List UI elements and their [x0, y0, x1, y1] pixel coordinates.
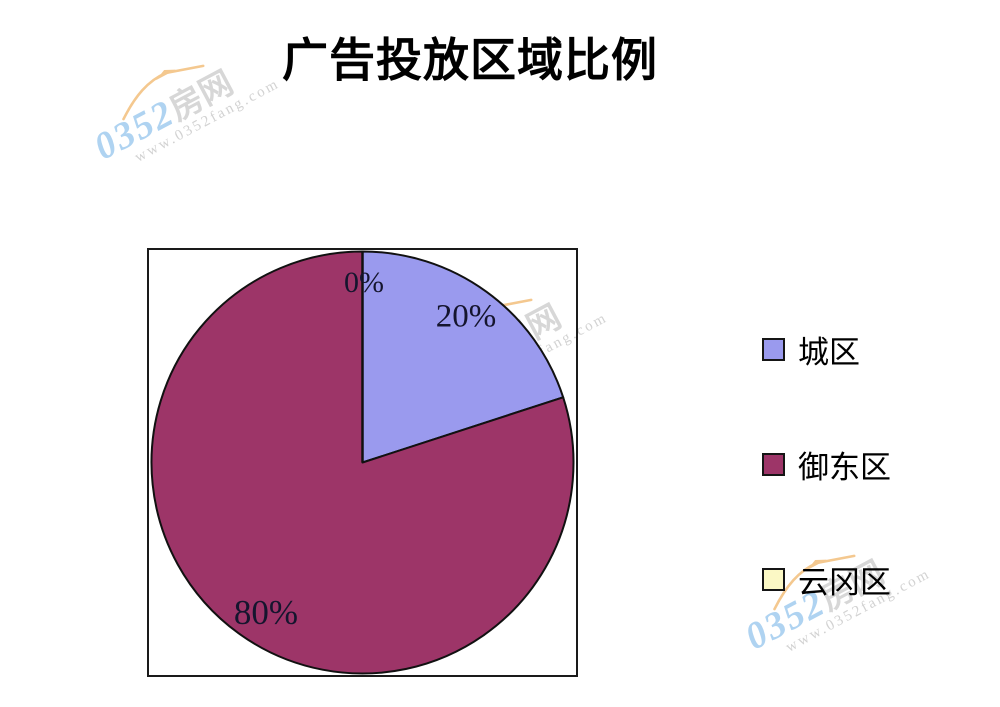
- legend-label-yungang: 云冈区: [798, 565, 891, 600]
- chart-title: 广告投放区域比例: [282, 35, 658, 86]
- watermark-car-icon: [122, 64, 205, 121]
- legend-label-yudong: 御东区: [798, 450, 891, 485]
- slice-label-yudong: 80%: [233, 593, 299, 632]
- plot-area: 0% 20% 80%: [147, 248, 578, 677]
- watermark-url: www.0352fang.com: [132, 75, 283, 166]
- slice-label-chengqu: 20%: [435, 298, 497, 335]
- legend-label-chengqu: 城区: [798, 335, 860, 370]
- legend-swatch-yungang: [762, 568, 785, 591]
- legend: 城区 御东区 云冈区: [762, 327, 891, 602]
- legend-item-yudong: 御东区: [762, 442, 891, 487]
- legend-swatch-yudong: [762, 453, 785, 476]
- pie-chart: [150, 250, 575, 675]
- watermark-brand: 0352: [87, 91, 182, 169]
- watermark-brand-suffix: 房网: [164, 65, 240, 129]
- legend-swatch-chengqu: [762, 338, 785, 361]
- slice-label-yungang: 0%: [344, 266, 384, 299]
- legend-item-chengqu: 城区: [762, 327, 891, 372]
- legend-item-yungang: 云冈区: [762, 557, 891, 602]
- watermark-text: 0352房网: [87, 49, 265, 169]
- watermark: 0352房网 www.0352fang.com: [78, 28, 283, 180]
